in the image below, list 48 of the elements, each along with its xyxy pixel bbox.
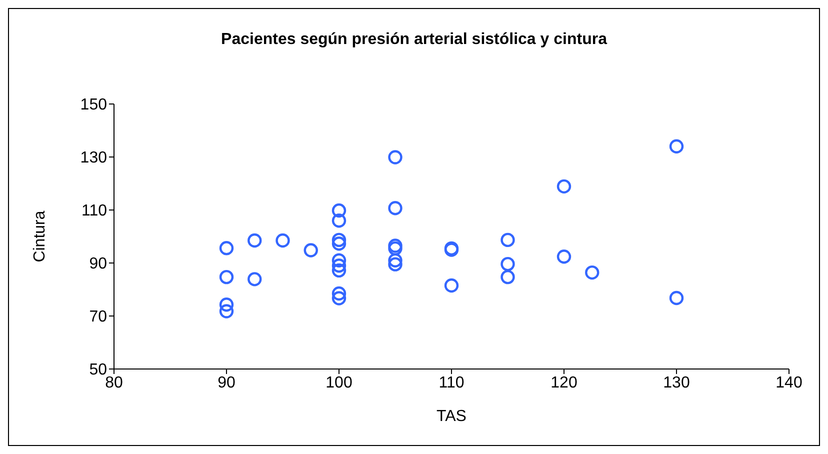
point — [332, 291, 346, 306]
y-tick-label: 130 — [80, 150, 108, 167]
point — [219, 298, 234, 312]
point — [332, 232, 346, 248]
point — [219, 304, 234, 318]
point — [248, 272, 262, 286]
point — [388, 257, 402, 272]
point — [332, 286, 346, 301]
y-tick-label: 110 — [81, 202, 108, 220]
y-tick-label: 150 — [80, 96, 108, 114]
point — [332, 214, 346, 228]
point — [388, 241, 402, 256]
y-tick-label: 90 — [89, 256, 108, 273]
x-tick-label: 140 — [776, 374, 802, 392]
point — [332, 253, 346, 268]
point — [388, 253, 402, 268]
x-tick-label: 130 — [663, 374, 690, 392]
y-axis-title: Cintura — [32, 210, 49, 262]
point — [556, 250, 572, 264]
x-tick-label: 120 — [550, 374, 578, 392]
point — [669, 139, 684, 154]
y-tick-label: 50 — [89, 362, 108, 379]
point — [388, 201, 402, 216]
point — [248, 233, 262, 248]
point — [388, 238, 402, 253]
point — [219, 241, 234, 256]
point — [444, 278, 459, 293]
x-tick-label: 100 — [326, 374, 352, 392]
point — [332, 203, 346, 218]
point — [500, 270, 515, 284]
point — [332, 263, 346, 278]
point — [500, 256, 515, 272]
point — [304, 243, 318, 258]
point — [219, 270, 234, 284]
x-axis-title: TAS — [436, 408, 466, 425]
point — [332, 236, 346, 251]
point — [332, 258, 346, 273]
x-tick-label: 90 — [218, 374, 236, 392]
point — [556, 179, 572, 194]
y-tick-label: 70 — [89, 308, 108, 326]
point — [669, 290, 684, 306]
point — [276, 233, 290, 248]
point — [500, 232, 515, 248]
point — [585, 265, 600, 280]
x-tick-label: 110 — [438, 374, 464, 392]
point — [388, 150, 402, 164]
chart-title: Pacientes según presión arterial sistólica y cintura — [220, 31, 608, 49]
x-tick-label: 80 — [105, 374, 123, 392]
